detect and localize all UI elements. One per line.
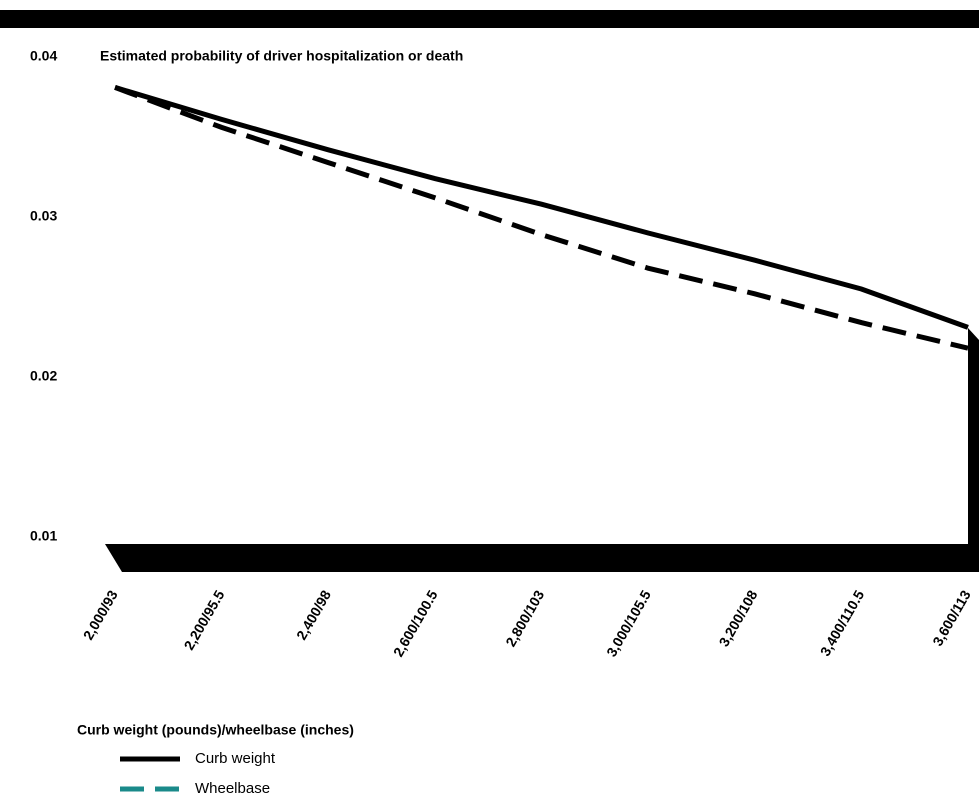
x-tick-label: 2,600/100.5: [390, 587, 441, 659]
series-line: [114, 85, 969, 351]
y-tick-label: 0.01: [30, 528, 57, 544]
x-tick-label: 3,600/113: [929, 587, 974, 648]
x-tick-label: 3,200/108: [716, 587, 761, 649]
floor: [105, 544, 979, 572]
x-tick-label: 2,800/103: [502, 587, 547, 649]
series-line: [114, 85, 969, 330]
x-tick-label: 2,200/95.5: [180, 587, 227, 652]
y-tick-label: 0.04: [30, 48, 57, 64]
x-tick-label: 2,000/93: [80, 587, 121, 642]
x-tick-label: 2,400/98: [293, 587, 334, 642]
legend-label: Curb weight: [195, 750, 276, 767]
chart-title: Estimated probability of driver hospital…: [100, 48, 463, 64]
y-tick-label: 0.02: [30, 368, 57, 384]
y-tick-label: 0.03: [30, 208, 57, 224]
legend-label: Wheelbase: [195, 780, 270, 797]
x-tick-label: 3,000/105.5: [603, 587, 654, 659]
x-axis-label: Curb weight (pounds)/wheelbase (inches): [77, 722, 354, 738]
top-bar: [0, 10, 979, 28]
side-wall: [968, 328, 979, 572]
x-tick-label: 3,400/110.5: [817, 587, 868, 659]
